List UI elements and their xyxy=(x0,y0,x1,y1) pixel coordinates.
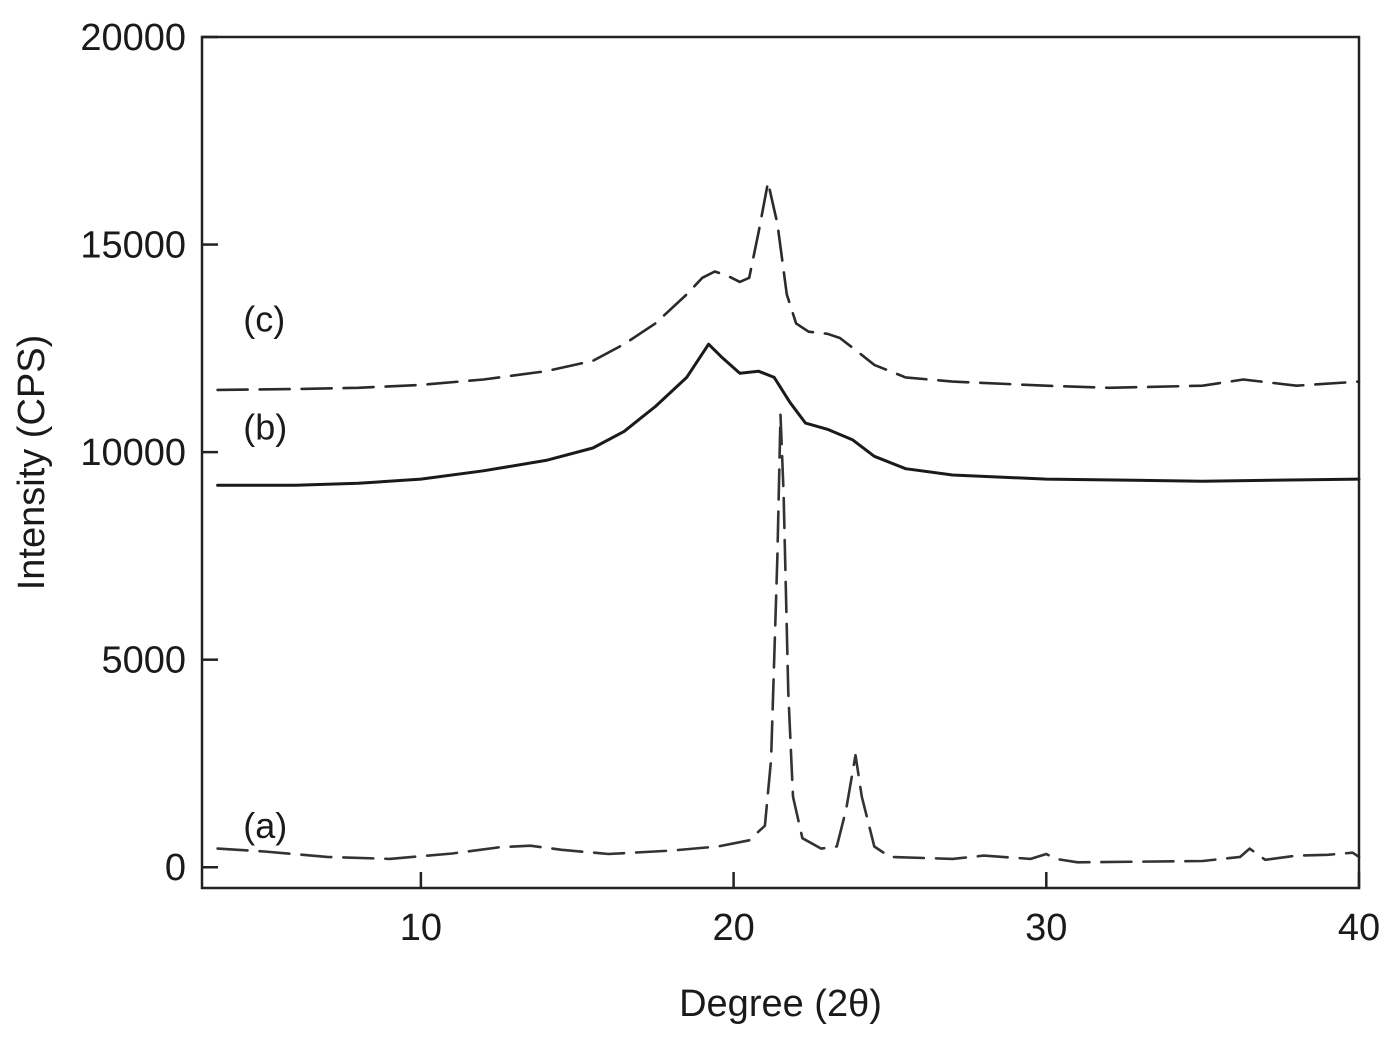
y-axis-title: Intensity (CPS) xyxy=(11,335,53,591)
plot-layer xyxy=(216,181,1361,864)
series-label-layer: (a) (b) (c) xyxy=(243,299,287,846)
x-tick-label: 10 xyxy=(400,907,442,949)
series-label-1: (b) xyxy=(243,407,287,448)
plot-frame xyxy=(200,35,1361,890)
y-tick-label: 15000 xyxy=(80,225,186,267)
tick-layer: 0 5000 10000 15000 20000 10 20 30 40 xyxy=(80,17,1380,949)
series-line-2 xyxy=(216,181,1361,392)
y-tick-label: 20000 xyxy=(80,17,186,59)
x-axis-title: Degree (2θ) xyxy=(679,983,882,1025)
x-tick-label: 20 xyxy=(712,907,754,949)
y-tick-label: 10000 xyxy=(80,432,186,474)
y-tick-label: 5000 xyxy=(101,640,186,682)
series-label-0: (a) xyxy=(243,805,287,846)
series-line-1 xyxy=(216,342,1361,487)
y-tick-label: 0 xyxy=(165,847,186,889)
series-line-0 xyxy=(216,413,1361,864)
series-label-2: (c) xyxy=(243,299,285,340)
x-tick-label: 30 xyxy=(1025,907,1067,949)
x-tick-label: 40 xyxy=(1338,907,1380,949)
